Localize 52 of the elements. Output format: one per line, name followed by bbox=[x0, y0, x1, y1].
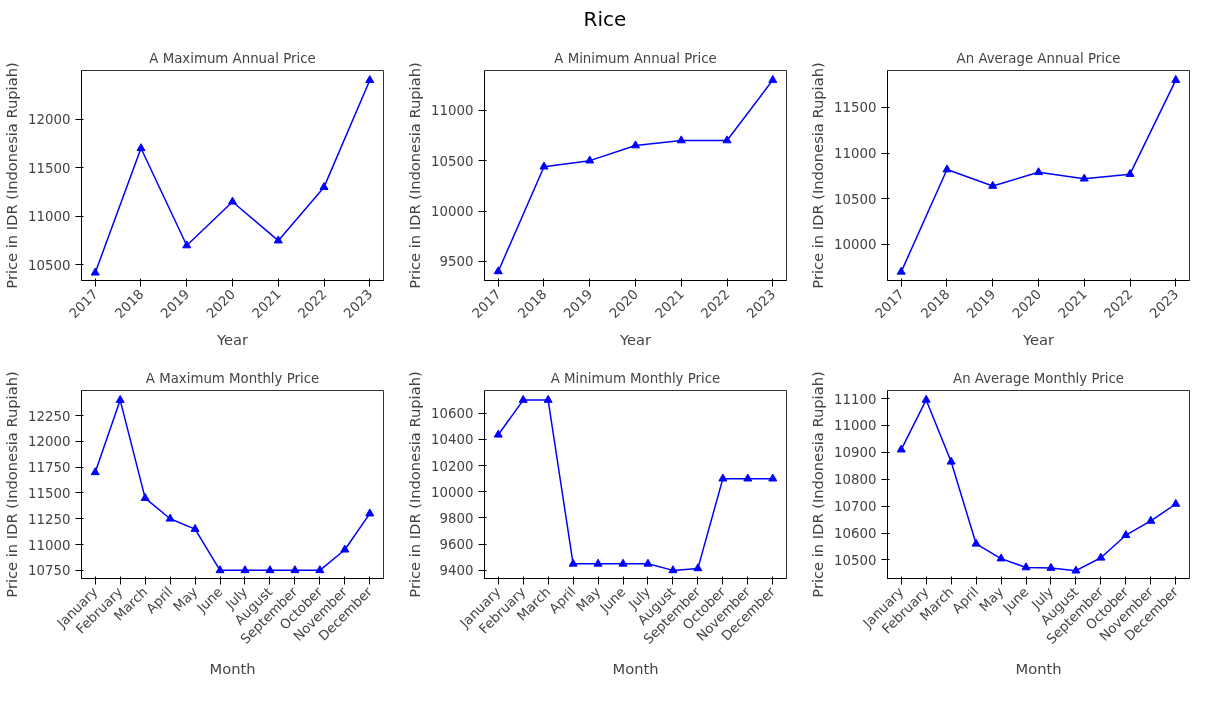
y-tick-label: 9400 bbox=[439, 563, 474, 579]
y-tick-label: 11000 bbox=[28, 209, 71, 225]
y-tick-label: 10700 bbox=[834, 499, 877, 515]
chart-title: An Average Annual Price bbox=[956, 50, 1121, 66]
y-tick-label: 9800 bbox=[439, 510, 474, 526]
y-tick-label: 10000 bbox=[431, 204, 474, 219]
y-tick-label: 11000 bbox=[431, 103, 474, 119]
y-tick-label: 10500 bbox=[431, 153, 474, 169]
y-tick-label: 11500 bbox=[28, 485, 71, 501]
text: Rice bbox=[583, 6, 627, 33]
x-axis-title: Month bbox=[612, 660, 659, 678]
y-axis-title: Price in IDR (Indonesia Rupiah) bbox=[809, 371, 827, 598]
y-tick-label: 12000 bbox=[28, 112, 71, 128]
y-tick-label: 11000 bbox=[28, 537, 71, 553]
y-tick-label: 10500 bbox=[834, 552, 877, 568]
y-tick-label: 11000 bbox=[834, 146, 877, 162]
x-axis-title: Year bbox=[1021, 330, 1055, 348]
x-axis-title: Year bbox=[618, 330, 652, 348]
y-tick-label: 11250 bbox=[28, 511, 71, 527]
chart-title: A Maximum Monthly Price bbox=[145, 370, 320, 386]
y-axis-title: Price in IDR (Indonesia Rupiah) bbox=[3, 371, 21, 598]
chart-title: A Minimum Monthly Price bbox=[550, 370, 721, 386]
y-tick-label: 10000 bbox=[834, 237, 877, 253]
y-tick-label: 12250 bbox=[28, 408, 71, 424]
y-tick-label: 9600 bbox=[439, 537, 474, 553]
y-tick-label: 11500 bbox=[28, 160, 71, 176]
y-tick-label: 10200 bbox=[431, 458, 474, 474]
y-tick-label: 10500 bbox=[28, 257, 71, 273]
y-tick-label: 12000 bbox=[28, 434, 71, 450]
chart-title: An Average Monthly Price bbox=[953, 370, 1124, 386]
y-tick-label: 10400 bbox=[431, 432, 474, 448]
y-tick-label: 10600 bbox=[431, 406, 474, 422]
y-axis-title: Price in IDR (Indonesia Rupiah) bbox=[809, 62, 827, 289]
y-tick-label: 11500 bbox=[834, 100, 877, 116]
y-axis-title: Price in IDR (Indonesia Rupiah) bbox=[406, 371, 424, 598]
x-axis-title: Month bbox=[209, 660, 256, 678]
y-tick-label: 10900 bbox=[834, 445, 877, 461]
y-tick-label: 11750 bbox=[28, 460, 71, 476]
y-tick-label: 9500 bbox=[439, 254, 474, 270]
x-axis-title: Year bbox=[215, 330, 249, 348]
y-tick-label: 11000 bbox=[834, 418, 877, 434]
y-axis-title: Price in IDR (Indonesia Rupiah) bbox=[3, 62, 21, 289]
y-tick-label: 11100 bbox=[834, 391, 877, 407]
y-tick-label: 10500 bbox=[834, 191, 877, 207]
chart-title: A Maximum Annual Price bbox=[149, 50, 316, 66]
y-tick-label: 10000 bbox=[431, 484, 474, 500]
y-tick-label: 10800 bbox=[834, 472, 877, 488]
chart-title: A Minimum Annual Price bbox=[554, 50, 717, 66]
y-axis-title: Price in IDR (Indonesia Rupiah) bbox=[406, 62, 424, 289]
x-axis-title: Month bbox=[1015, 660, 1062, 678]
y-tick-label: 10750 bbox=[28, 563, 71, 579]
y-tick-label: 10600 bbox=[834, 526, 877, 542]
